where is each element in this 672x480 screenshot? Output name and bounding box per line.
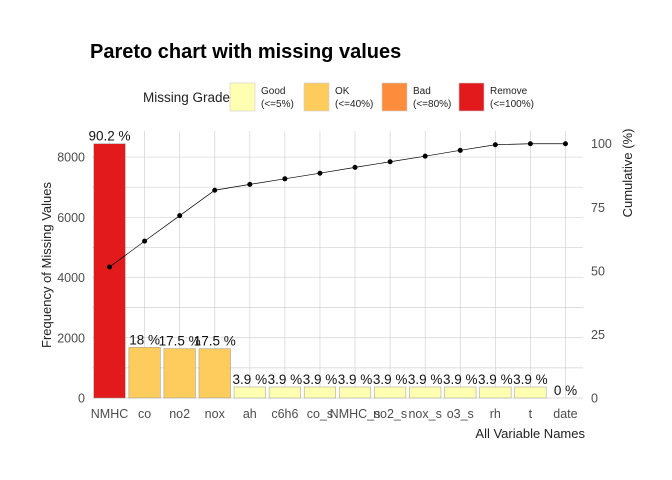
legend-item-ok: OK (<=40%) (303, 82, 373, 112)
y2-tick-label: 100 (591, 137, 612, 151)
bar-label-co: 18 % (129, 332, 160, 347)
legend-label: Bad (413, 86, 431, 97)
bar-NMHC (93, 143, 126, 399)
gridlines (92, 131, 583, 399)
cumulative-point-nox (212, 187, 218, 193)
bar-nox_s (409, 386, 442, 399)
y2-tick-label: 25 (591, 328, 605, 342)
bar-ah (233, 386, 266, 399)
legend-label: OK (335, 86, 350, 97)
x-tick-label-NMHC_s: NMHC_s (330, 407, 381, 421)
legend-title: Missing Grade (143, 90, 230, 105)
y2-tick-label: 75 (591, 201, 605, 215)
y-tick-label: 4000 (57, 271, 85, 285)
legend-range: (<=40%) (335, 99, 373, 110)
cumulative-point-NMHC (107, 264, 113, 270)
cumulative-point-rh (492, 142, 498, 148)
cumulative-point-co_s (317, 170, 323, 176)
y2-tick-label: 50 (591, 264, 605, 278)
y-tick-label: 8000 (57, 151, 85, 165)
cumulative-path (109, 143, 566, 268)
bar-label-date: 0 % (554, 383, 577, 398)
legend-swatch (381, 82, 408, 112)
bar-nox (198, 348, 231, 399)
legend-item-bad: Bad (<=80%) (381, 82, 451, 112)
x-tick-label-no2: no2 (169, 407, 190, 421)
x-tick-label-NMHC: NMHC (91, 407, 129, 421)
chart-title: Pareto chart with missing values (90, 41, 401, 63)
cumulative-point-no2 (177, 213, 183, 219)
legend-item-remove: Remove (<=100%) (458, 82, 534, 112)
legend-label: Good (261, 86, 285, 97)
bar-c6h6 (268, 386, 301, 399)
y2-axis-ticks: 0 25 50 75 100 (591, 137, 612, 405)
bar-label-no2_s: 3.9 % (373, 372, 408, 387)
bar-label-rh: 3.9 % (478, 372, 513, 387)
cumulative-point-date (562, 141, 568, 147)
y-tick-label: 0 (78, 392, 85, 406)
bars (93, 143, 547, 399)
x-tick-label-date: date (553, 407, 577, 421)
bar-label-co_s: 3.9 % (303, 372, 338, 387)
cumulative-point-c6h6 (282, 176, 288, 182)
bar-label-t: 3.9 % (513, 372, 548, 387)
bar-label-c6h6: 3.9 % (268, 372, 303, 387)
bar-co (128, 347, 161, 399)
cumulative-point-o3_s (457, 147, 463, 153)
bar-label-no2: 17.5 % (159, 334, 201, 349)
x-axis-label: All Variable Names (475, 426, 585, 441)
x-tick-label-co_s: co_s (307, 407, 333, 421)
legend-item-good: Good (<=5%) (229, 82, 294, 112)
bar-label-NMHC: 90.2 % (89, 129, 131, 144)
y-axis-ticks: 0 2000 4000 6000 8000 (57, 151, 85, 406)
legend-range: (<=100%) (490, 99, 534, 110)
x-tick-label-co: co (138, 407, 151, 421)
bar-no2_s (374, 386, 407, 399)
x-tick-label-nox_s: nox_s (408, 407, 441, 421)
y-tick-label: 6000 (57, 211, 85, 225)
x-tick-label-c6h6: c6h6 (271, 407, 298, 421)
legend-label: Remove (490, 86, 528, 97)
legend-swatch (458, 82, 485, 112)
y2-axis-label: Cumulative (%) (620, 129, 635, 218)
x-tick-label-t: t (529, 407, 533, 421)
cumulative-line (107, 141, 568, 270)
bar-label-nox: 17.5 % (194, 334, 236, 349)
cumulative-point-ah (247, 181, 253, 187)
x-tick-label-no2_s: no2_s (373, 407, 407, 421)
cumulative-point-no2_s (387, 159, 393, 165)
legend-swatch (229, 82, 256, 112)
legend-range: (<=5%) (261, 99, 294, 110)
bar-no2 (163, 348, 196, 399)
bar-label-nox_s: 3.9 % (408, 372, 443, 387)
cumulative-point-t (527, 141, 533, 147)
y-axis-label: Frequency of Missing Values (39, 182, 54, 348)
bar-label-ah: 3.9 % (233, 372, 268, 387)
cumulative-point-NMHC_s (352, 164, 358, 170)
bar-label-o3_s: 3.9 % (443, 372, 478, 387)
bar-rh (479, 386, 512, 399)
x-tick-label-nox: nox (205, 407, 226, 421)
y2-tick-label: 0 (591, 392, 598, 406)
legend-swatch (303, 82, 330, 112)
bar-o3_s (444, 386, 477, 399)
cumulative-point-nox_s (422, 153, 428, 159)
legend: Missing Grade Good (<=5%) OK (<=40%) Bad (<=8… (143, 82, 534, 112)
y-tick-label: 2000 (57, 331, 85, 345)
bar-label-NMHC_s: 3.9 % (338, 372, 373, 387)
x-tick-label-o3_s: o3_s (447, 407, 474, 421)
bar-t (514, 386, 547, 399)
legend-range: (<=80%) (413, 99, 451, 110)
bar-labels: 90.2 %18 %17.5 %17.5 %3.9 % 3.9 % 3.9 % 3.9… (89, 129, 578, 398)
x-tick-label-ah: ah (243, 407, 257, 421)
bar-NMHC_s (339, 386, 372, 399)
bar-co_s (303, 386, 336, 399)
x-tick-label-rh: rh (490, 407, 501, 421)
cumulative-point-co (142, 238, 148, 244)
